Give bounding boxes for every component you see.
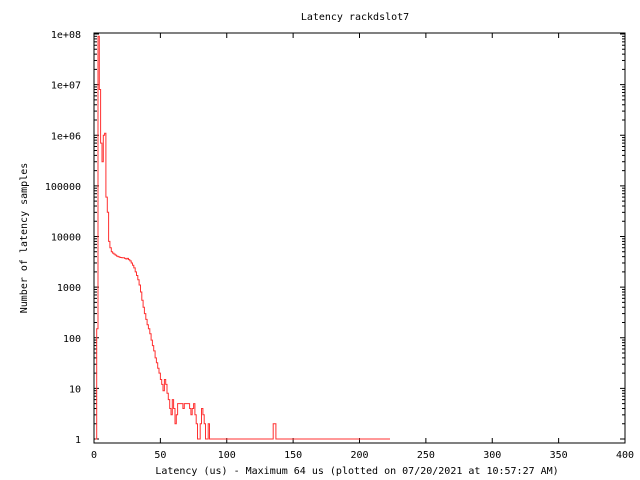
x-tick-label: 0 — [91, 450, 97, 461]
x-axis-label: Latency (us) - Maximum 64 us (plotted on… — [155, 466, 558, 477]
axis-ticks — [93, 33, 626, 443]
y-tick-label: 100000 — [45, 182, 81, 193]
x-tick-label: 150 — [284, 450, 302, 461]
y-tick-label: 1e+07 — [51, 81, 81, 92]
chart-title: Latency rackdslot7 — [301, 12, 409, 23]
y-tick-label: 1e+06 — [51, 131, 81, 142]
x-tick-label: 100 — [218, 450, 236, 461]
x-tick-label: 250 — [417, 450, 435, 461]
y-tick-labels: 1 10 100 1000 10000 100000 1e+06 1e+07 1e+08 — [45, 30, 81, 446]
y-tick-label: 1 — [75, 435, 81, 446]
y-tick-label: 10 — [69, 384, 81, 395]
y-tick-label: 1000 — [57, 283, 81, 294]
x-tick-label: 400 — [616, 450, 634, 461]
plot-frame — [93, 32, 626, 444]
x-tick-labels: 0 50 100 150 200 250 300 350 400 — [91, 450, 634, 461]
x-tick-label: 300 — [483, 450, 501, 461]
y-tick-label: 100 — [63, 334, 81, 345]
x-tick-label: 50 — [154, 450, 166, 461]
y-tick-label: 1e+08 — [51, 30, 81, 41]
y-axis-label: Number of latency samples — [19, 163, 30, 314]
y-tick-label: 10000 — [51, 233, 81, 244]
latency-series-line — [95, 35, 390, 440]
series-layer — [95, 35, 390, 440]
x-tick-label: 200 — [350, 450, 368, 461]
x-tick-label: 350 — [550, 450, 568, 461]
